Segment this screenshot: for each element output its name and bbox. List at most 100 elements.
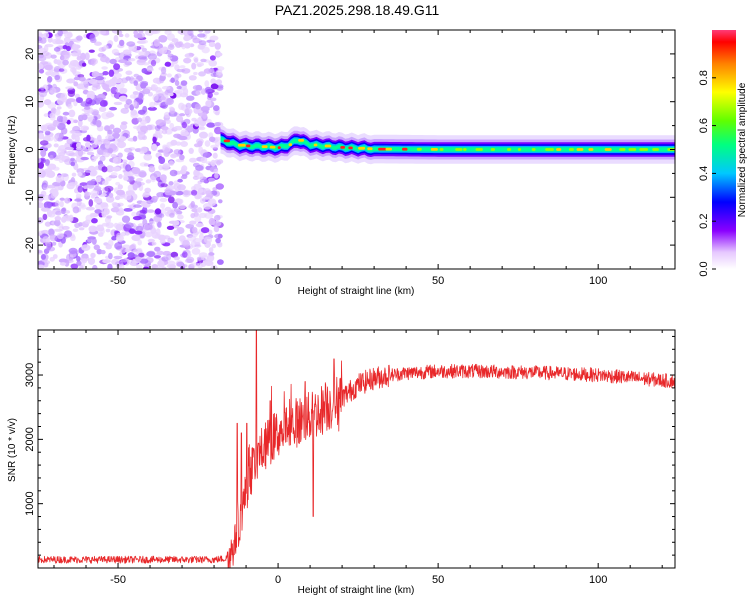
noise-blob — [132, 125, 142, 130]
noise-blob — [118, 174, 123, 179]
noise-blob — [62, 116, 68, 123]
noise-blob — [53, 228, 63, 232]
noise-blob — [70, 263, 79, 269]
noise-blob — [72, 228, 79, 232]
noise-blob — [54, 74, 61, 81]
noise-blob — [124, 33, 130, 38]
colorbar-gradient — [712, 30, 736, 269]
signal-hotspot — [455, 148, 463, 151]
noise-blob — [58, 145, 67, 152]
noise-blob — [141, 47, 147, 52]
noise-blob — [71, 67, 77, 75]
noise-blob — [144, 231, 153, 238]
noise-blob — [200, 58, 207, 63]
noise-blob — [99, 100, 108, 107]
noise-blob — [178, 113, 186, 117]
noise-blob — [38, 36, 43, 42]
noise-blob — [159, 239, 166, 244]
noise-blob — [117, 30, 123, 35]
noise-blob — [141, 200, 147, 207]
snr-y-tick-label: 2000 — [24, 427, 36, 451]
noise-blob — [194, 244, 202, 248]
spectrogram-ticks: -50 0 50 100 -20 -10 0 10 20 — [24, 29, 675, 287]
noise-blob — [176, 115, 184, 123]
spectrogram-y-tick-label: 10 — [24, 96, 36, 108]
noise-blob — [215, 183, 224, 190]
noise-blob — [76, 49, 82, 54]
noise-blob — [169, 169, 178, 177]
noise-blob — [188, 53, 195, 57]
signal-hotspot — [439, 148, 444, 151]
colorbar-tick-label: 0.6 — [698, 118, 710, 133]
colorbar-tick-label: 0.0 — [698, 261, 710, 276]
noise-blob — [215, 69, 223, 76]
noise-blob — [173, 220, 180, 226]
noise-blob — [143, 153, 152, 161]
noise-blob — [80, 125, 90, 131]
noise-speckle — [38, 30, 225, 269]
signal-hotspot — [604, 148, 612, 151]
noise-blob — [175, 141, 182, 146]
noise-blob — [152, 136, 157, 144]
noise-blob — [64, 146, 74, 151]
snr-y-tick-label: 1000 — [24, 491, 36, 515]
noise-blob — [199, 233, 204, 241]
noise-blob — [66, 182, 75, 190]
noise-blob — [115, 181, 121, 186]
noise-blob — [51, 38, 61, 45]
noise-blob — [175, 41, 182, 48]
spectrogram-x-tick-label: 100 — [589, 275, 607, 287]
noise-blob — [134, 230, 143, 235]
noise-blob — [109, 58, 117, 65]
noise-blob — [181, 121, 187, 129]
noise-blob — [62, 59, 69, 66]
noise-blob — [91, 170, 97, 176]
noise-blob — [151, 143, 158, 152]
noise-blob — [101, 66, 108, 70]
noise-blob — [138, 30, 144, 34]
noise-blob — [42, 180, 49, 188]
noise-blob — [211, 243, 216, 249]
signal-hotspot — [348, 146, 353, 150]
noise-blob — [76, 35, 83, 41]
noise-blob — [137, 109, 146, 115]
noise-blob — [108, 69, 115, 77]
noise-blob — [193, 143, 202, 148]
noise-blob — [110, 153, 117, 158]
colorbar-tick-label: 0.8 — [698, 70, 710, 85]
snr-x-tick-label: 0 — [275, 574, 281, 586]
noise-blob — [158, 156, 166, 164]
noise-blob — [202, 203, 212, 210]
noise-blob — [127, 252, 135, 259]
noise-blob — [174, 187, 179, 192]
noise-blob — [210, 78, 217, 85]
noise-blob — [80, 52, 86, 61]
noise-blob — [159, 76, 165, 84]
noise-blob — [131, 211, 137, 217]
signal-hotspot — [402, 147, 408, 151]
noise-blob — [183, 35, 193, 41]
noise-blob — [124, 147, 133, 153]
noise-blob — [177, 184, 186, 191]
noise-blob — [116, 232, 122, 239]
noise-blob — [142, 116, 147, 122]
noise-blob — [200, 255, 209, 261]
noise-blob — [38, 53, 45, 59]
noise-blob — [43, 201, 52, 209]
noise-blob — [77, 119, 83, 128]
noise-blob — [45, 71, 52, 76]
noise-blob — [191, 208, 199, 213]
noise-blob — [38, 264, 45, 269]
noise-blob — [90, 37, 97, 44]
noise-blob — [51, 241, 57, 246]
noise-blob — [79, 264, 84, 269]
noise-blob — [115, 224, 123, 231]
noise-blob — [158, 35, 168, 43]
noise-blob — [91, 71, 100, 78]
noise-blob — [98, 232, 104, 237]
noise-blob — [168, 106, 174, 111]
noise-blob — [217, 259, 224, 265]
noise-blob — [121, 215, 131, 223]
snr-x-tick-label: 100 — [589, 574, 607, 586]
noise-blob — [182, 87, 189, 95]
